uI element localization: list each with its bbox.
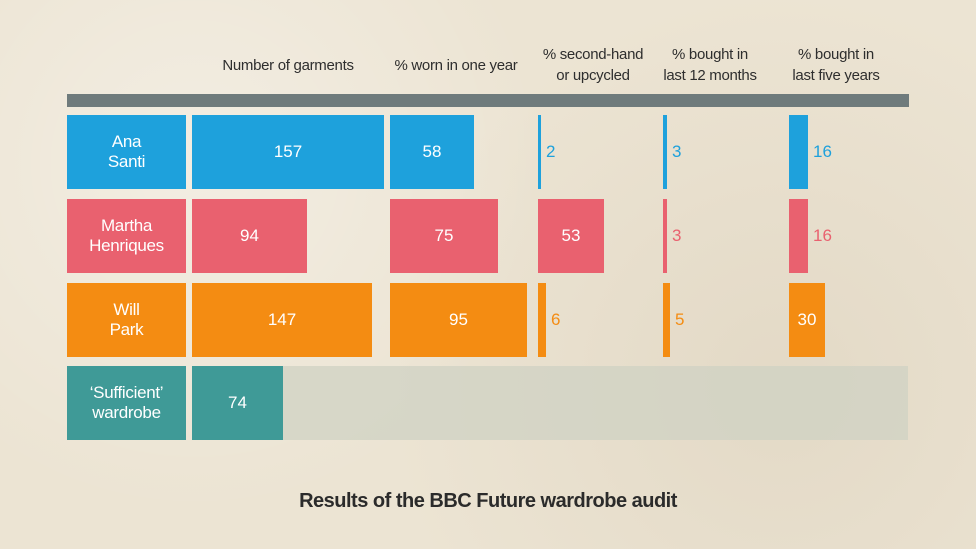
row-label: ‘Sufficient’ wardrobe [67,366,186,440]
row-label: Ana Santi [67,115,186,189]
data-label-bought_12m: 3 [672,142,682,161]
column-header-bought_12m: % bought in last 12 months [663,46,757,84]
bar-second_hand [538,115,541,189]
bar-worn [390,199,498,273]
bar-bought_5y [789,199,808,273]
data-label-garments: 157 [273,142,303,161]
bar-bought_5y [789,283,825,357]
data-label-bought_5y: 16 [813,142,832,161]
data-label-bought_12m: 5 [675,310,685,329]
data-label-worn: 75 [434,226,454,245]
bar-garments [192,366,283,440]
data-label-bought_5y: 16 [813,226,832,245]
column-header-garments: Number of garments [222,57,354,74]
header-divider [67,94,909,107]
column-header-second_hand: % second-hand or upcycled [542,46,644,84]
row-label: Martha Henriques [67,199,186,273]
bar-bought_12m [663,283,670,357]
data-label-garments: 147 [267,310,297,329]
data-label-garments: 74 [228,393,247,412]
data-label-worn: 58 [422,142,442,161]
bar-second_hand [538,283,546,357]
column-header-bought_5y: % bought in last five years [792,46,880,84]
data-label-garments: 94 [240,226,259,245]
bar-garments [192,283,372,357]
bar-worn [390,115,474,189]
data-label-bought_12m: 3 [672,226,682,245]
bar-bought_12m [663,115,667,189]
row-label: Will Park [67,283,186,357]
data-label-second_hand: 6 [551,310,561,329]
chart-title: Results of the BBC Future wardrobe audit [299,490,677,512]
bar-garments [192,115,384,189]
data-label-worn: 95 [449,310,468,329]
bar-garments [192,199,307,273]
data-label-second_hand: 53 [561,226,581,245]
bar-bought_12m [663,199,667,273]
sufficient-row-band [192,366,908,440]
bar-worn [390,283,527,357]
bar-bought_5y [789,115,808,189]
data-label-second_hand: 2 [546,142,556,161]
bar-second_hand [538,199,604,273]
data-label-bought_5y: 30 [797,310,817,329]
column-header-worn: % worn in one year [394,57,518,74]
